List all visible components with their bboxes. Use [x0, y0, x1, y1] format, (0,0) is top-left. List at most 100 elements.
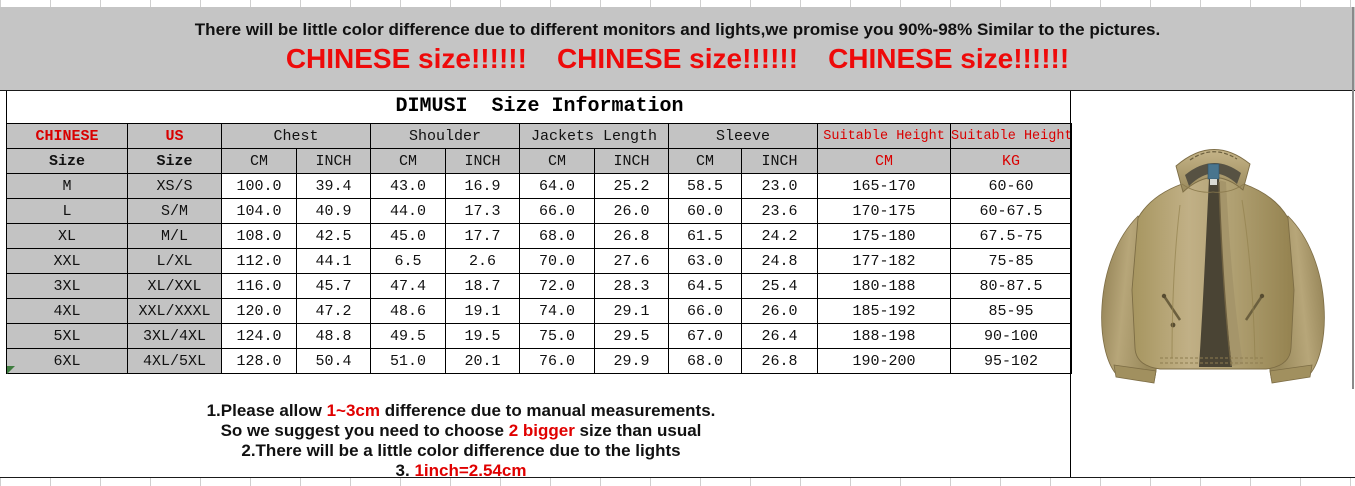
column-unit-header: Size: [6, 148, 128, 174]
measurement-cell: 64.5: [668, 273, 743, 299]
spreadsheet-gridline-strip-bottom: [0, 478, 1355, 486]
chinese-size-cell: 5XL: [6, 323, 128, 349]
measurement-cell: 24.2: [741, 223, 819, 249]
measurement-cell: 177-182: [817, 248, 952, 274]
column-group-header: Shoulder: [370, 123, 521, 149]
column-unit-header: CM: [668, 148, 743, 174]
table-row: M XS/S 100.0 39.4 43.0 16.9 64.0 25.2 58.5 23.0 16…: [6, 173, 1073, 199]
measurement-cell: 17.3: [445, 198, 521, 224]
measurement-cell: 63.0: [668, 248, 743, 274]
chinese-size-warning-text: CHINESE size!!!!!!: [828, 43, 1070, 74]
measurement-cell: 80-87.5: [950, 273, 1073, 299]
us-size-cell: L/XL: [127, 248, 222, 274]
measurement-cell: 19.5: [445, 323, 521, 349]
measurement-cell: 75.0: [519, 323, 596, 349]
measurement-cell: 42.5: [295, 223, 372, 249]
jacket-shapes: [1101, 149, 1325, 384]
measurement-cell: 27.6: [594, 248, 670, 274]
column-unit-header: INCH: [295, 148, 372, 174]
measurement-cell: 44.0: [370, 198, 447, 224]
note-text: 1~3cm: [326, 401, 381, 420]
measurement-cell: 116.0: [221, 273, 297, 299]
table-row: 4XL XXL/XXXL 120.0 47.2 48.6 19.1 74.0 29.1 66.0…: [6, 298, 1073, 324]
measurement-cell: 170-175: [817, 198, 952, 224]
table-row: XL M/L 108.0 42.5 45.0 17.7 68.0 26.8 61.5 24.2 17…: [6, 223, 1073, 249]
measurement-cell: 2.6: [445, 248, 521, 274]
table-row: L S/M 104.0 40.9 44.0 17.3 66.0 26.0 60.0 23.6 170…: [6, 198, 1073, 224]
measurement-cell: 60.0: [668, 198, 743, 224]
chinese-size-warning-text: CHINESE size!!!!!!: [556, 43, 799, 74]
note-text: 2.There will be a little color differenc…: [241, 441, 681, 460]
measurement-cell: 108.0: [221, 223, 297, 249]
column-unit-header: CM: [817, 148, 952, 174]
measurement-cell: 190-200: [817, 348, 952, 374]
column-group-header: Chest: [220, 123, 372, 149]
measurement-cell: 20.1: [445, 348, 521, 374]
chinese-size-warning: CHINESE size!!!!!! CHINESE size!!!!!! CHIN…: [0, 43, 1355, 75]
column-group-header: Suitable Height: [950, 123, 1073, 149]
measurement-cell: 45.7: [295, 273, 372, 299]
note-line: 3. 1inch=2.54cm: [6, 461, 916, 481]
measurement-cell: 60-60: [950, 173, 1073, 199]
measurement-cell: 19.1: [445, 298, 521, 324]
measurement-cell: 70.0: [519, 248, 596, 274]
us-size-cell: S/M: [127, 198, 222, 224]
measurement-cell: 49.5: [370, 323, 447, 349]
measurement-cell: 24.8: [741, 248, 819, 274]
measurement-cell: 175-180: [817, 223, 952, 249]
note-text: So we suggest you need to choose: [220, 421, 509, 440]
note-text: 2 bigger: [508, 421, 575, 440]
measurement-cell: 64.0: [519, 173, 596, 199]
measurement-cell: 112.0: [221, 248, 297, 274]
measurement-cell: 44.1: [295, 248, 372, 274]
table-title: DIMUSI Size Information: [6, 91, 1072, 123]
table-row: 5XL 3XL/4XL 124.0 48.8 49.5 19.5 75.0 29.5 67.0 2…: [6, 323, 1073, 349]
measurement-cell: 50.4: [295, 348, 372, 374]
column-unit-header: INCH: [741, 148, 819, 174]
measurement-cell: 67.5-75: [950, 223, 1073, 249]
excel-cell-marker: [7, 366, 15, 374]
measurement-cell: 48.8: [295, 323, 372, 349]
measurement-cell: 85-95: [950, 298, 1073, 324]
note-line: So we suggest you need to choose 2 bigge…: [6, 421, 916, 441]
measurement-cell: 29.9: [594, 348, 670, 374]
window-edge-line: [1352, 7, 1354, 389]
note-line: 2.There will be a little color differenc…: [6, 441, 916, 461]
measurement-cell: 74.0: [519, 298, 596, 324]
measurement-cell: 68.0: [668, 348, 743, 374]
measurement-cell: 47.2: [295, 298, 372, 324]
table-row: 6XL 4XL/5XL 128.0 50.4 51.0 20.1 76.0 29.9 68.0 2…: [6, 348, 1073, 374]
note-text: 3.: [395, 461, 415, 480]
notes-block: 1.Please allow 1~3cm difference due to m…: [6, 364, 916, 480]
table-row: 3XL XL/XXL 116.0 45.7 47.4 18.7 72.0 28.3 64.5 25…: [6, 273, 1073, 299]
measurement-cell: 124.0: [221, 323, 297, 349]
header-row-groups: CHINESE US Chest Shoulder Jackets Length Slee…: [6, 123, 1073, 149]
measurement-cell: 26.4: [741, 323, 819, 349]
us-size-cell: 3XL/4XL: [127, 323, 222, 349]
measurement-cell: 100.0: [221, 173, 297, 199]
header-row-units: Size Size CM INCH CM INCH CM INCH CM INCH CM KG: [6, 148, 1073, 174]
measurement-cell: 75-85: [950, 248, 1073, 274]
measurement-cell: 29.5: [594, 323, 670, 349]
measurement-cell: 45.0: [370, 223, 447, 249]
chinese-size-cell: 6XL: [6, 348, 128, 374]
size-table-body: M XS/S 100.0 39.4 43.0 16.9 64.0 25.2 58.5 23.0 16…: [6, 173, 1073, 374]
measurement-cell: 39.4: [295, 173, 372, 199]
chinese-size-cell: 3XL: [6, 273, 128, 299]
measurement-cell: 66.0: [668, 298, 743, 324]
measurement-cell: 90-100: [950, 323, 1073, 349]
us-size-cell: XS/S: [127, 173, 222, 199]
measurement-cell: 120.0: [221, 298, 297, 324]
column-unit-header: CM: [370, 148, 447, 174]
measurement-cell: 17.7: [445, 223, 521, 249]
column-group-header: CHINESE: [6, 123, 128, 149]
measurement-cell: 26.0: [594, 198, 670, 224]
measurement-cell: 23.0: [741, 173, 819, 199]
measurement-cell: 180-188: [817, 273, 952, 299]
measurement-cell: 95-102: [950, 348, 1073, 374]
jacket-image: [1101, 149, 1325, 384]
table-row: XXL L/XL 112.0 44.1 6.5 2.6 70.0 27.6 63.0 24.8 17…: [6, 248, 1073, 274]
measurement-cell: 18.7: [445, 273, 521, 299]
spreadsheet-gridline-strip-top: [0, 0, 1355, 7]
